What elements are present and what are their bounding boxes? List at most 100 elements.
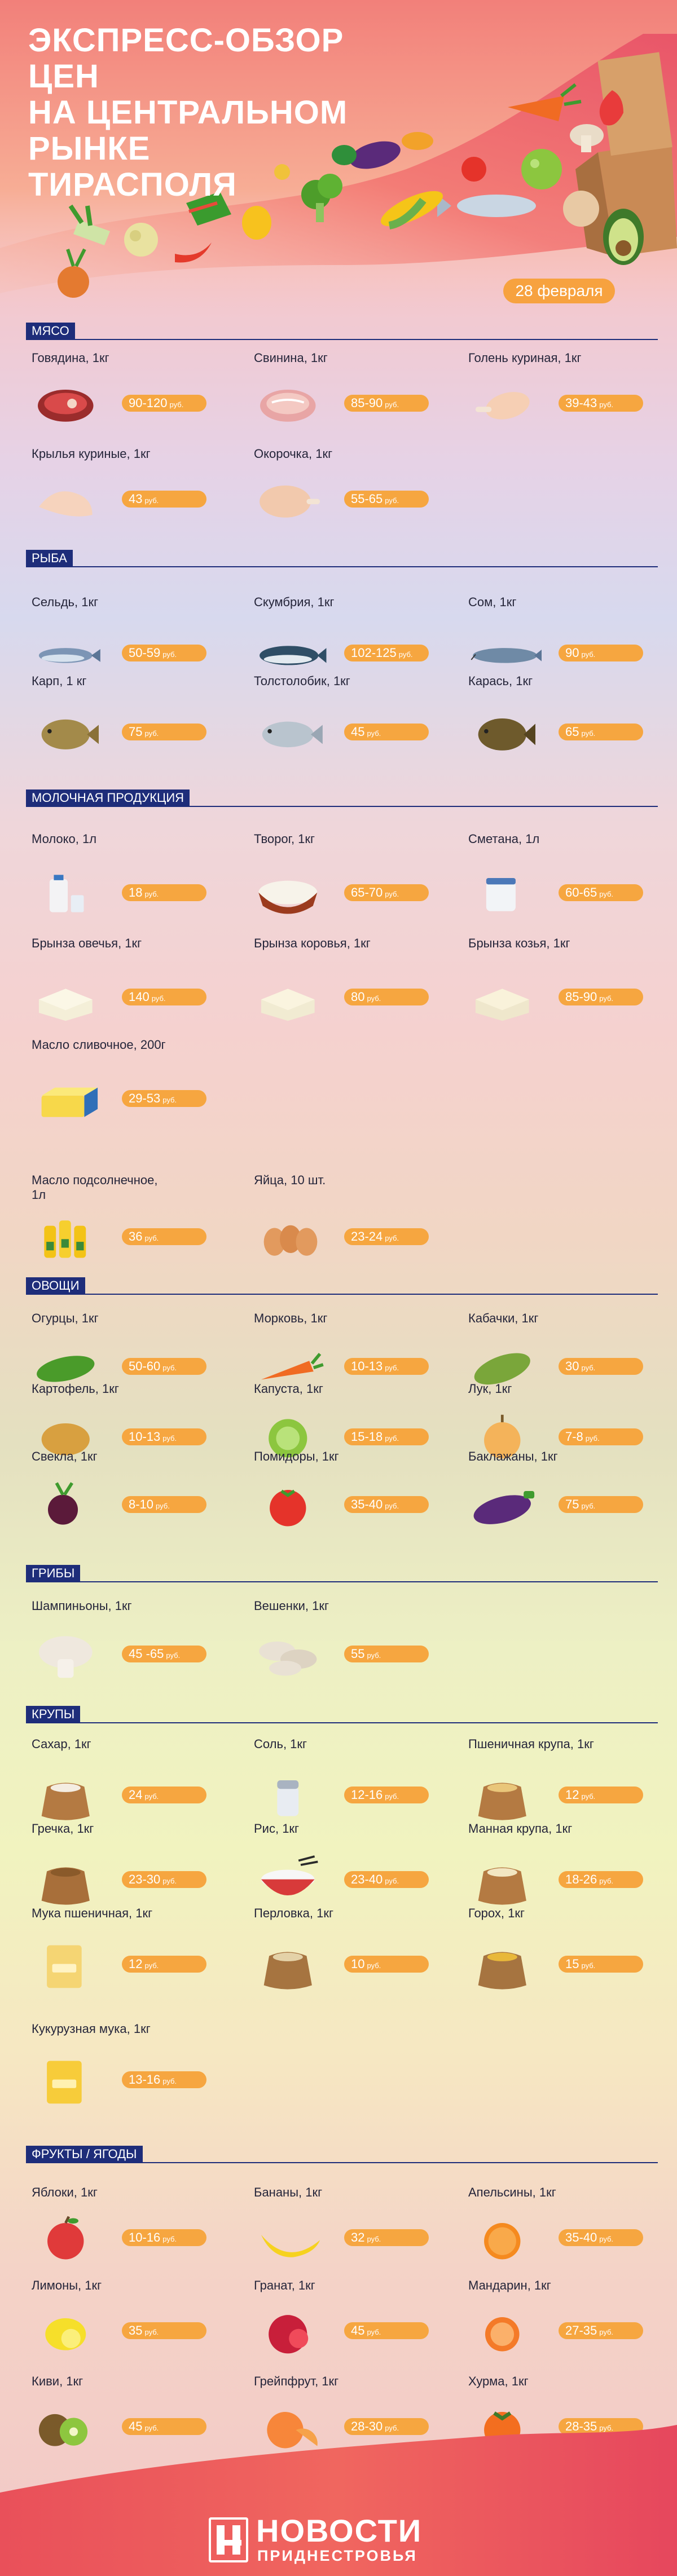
price-pill: 13-16 руб. (122, 2071, 206, 2088)
product-name: Картофель, 1кг (32, 1382, 119, 1396)
title-line-3: ТИРАСПОЛЯ (28, 166, 237, 203)
price-pill: 90 руб. (559, 645, 643, 661)
product-name: Молоко, 1л (32, 832, 97, 846)
product-name: Хурма, 1кг (468, 2374, 529, 2388)
price-pill: 24 руб. (122, 1787, 206, 1803)
tomato-icon (270, 1489, 306, 1527)
price-value: 90-120 (129, 396, 168, 410)
price-item: Рис, 1кг 23-40 руб. (248, 1821, 429, 1906)
price-item: Грейпфрут, 1кг 28-30 руб. (248, 2374, 429, 2459)
product-name: Творог, 1кг (254, 832, 315, 846)
price-value: 50-59 (129, 646, 161, 660)
section-title: РЫБА (26, 550, 73, 567)
price-value: 23-30 (129, 1872, 161, 1886)
sunflower-oil-icon (44, 1220, 86, 1258)
rice-bowl-icon (261, 1855, 318, 1896)
price-pill: 102-125 руб. (344, 645, 429, 661)
price-item: Кукурузная мука, 1кг 13-16 руб. (26, 2022, 206, 2106)
mackerel-icon (260, 646, 327, 665)
price-pill: 50-59 руб. (122, 645, 206, 661)
product-name: Карп, 1 кг (32, 674, 87, 688)
price-item: Лук, 1кг 7-8 руб. (463, 1382, 643, 1466)
price-pill: 35-40 руб. (344, 1496, 429, 1513)
product-name: Гречка, 1кг (32, 1821, 94, 1836)
section-divider (26, 1294, 658, 1295)
price-value: 30 (565, 1359, 579, 1373)
price-item: Апельсины, 1кг 35-40 руб. (463, 2185, 643, 2270)
silver-carp-icon (262, 721, 323, 748)
onion-icon (484, 1414, 521, 1459)
price-pill: 12 руб. (559, 1787, 643, 1803)
price-item: Окорочка, 1кг 55-65 руб. (248, 447, 429, 531)
price-pill: 36 руб. (122, 1228, 206, 1245)
price-pill: 15-18 руб. (344, 1428, 429, 1445)
currency-label: руб. (367, 994, 381, 1003)
price-value: 35-40 (351, 1497, 383, 1511)
price-value: 55-65 (351, 492, 383, 506)
mushroom-icon (570, 124, 604, 152)
cauliflower-icon (124, 223, 158, 257)
price-item: Яйца, 10 шт. 23-24 руб. (248, 1173, 429, 1258)
sugar-sack-icon (41, 1783, 90, 1820)
currency-label: руб. (144, 2424, 159, 2432)
price-value: 24 (129, 1788, 143, 1802)
price-value: 85-90 (565, 990, 597, 1004)
price-value: 23-24 (351, 1229, 383, 1243)
product-name: Капуста, 1кг (254, 1382, 323, 1396)
banana-icon (261, 2234, 320, 2257)
price-value: 12 (129, 1957, 143, 1971)
price-item: Перловка, 1кг 10 руб. (248, 1906, 429, 1991)
price-value: 50-60 (129, 1359, 161, 1373)
price-pill: 10-13 руб. (344, 1358, 429, 1375)
hero-banner: ЭКСПРЕСС-ОБЗОР ЦЕН НА ЦЕНТРАЛЬНОМ РЫНКЕ … (0, 0, 677, 316)
barley-icon (263, 1952, 312, 1990)
price-value: 18 (129, 885, 143, 899)
price-value: 75 (129, 725, 143, 739)
product-name: Морковь, 1кг (254, 1311, 328, 1325)
price-value: 60-65 (565, 885, 597, 899)
price-value: 13-16 (129, 2072, 161, 2087)
price-pill: 27-35 руб. (559, 2322, 643, 2339)
currency-label: руб. (367, 2328, 381, 2336)
product-name: Огурцы, 1кг (32, 1311, 99, 1325)
price-value: 12-16 (351, 1788, 383, 1802)
product-name: Киви, 1кг (32, 2374, 83, 2388)
price-item: Мандарин, 1кг 27-35 руб. (463, 2278, 643, 2363)
section-divider (26, 566, 658, 567)
price-value: 28-35 (565, 2419, 597, 2433)
price-value: 45 (129, 2419, 143, 2433)
price-pill: 140 руб. (122, 989, 206, 1005)
price-pill: 18-26 руб. (559, 1871, 643, 1888)
currency-label: руб. (385, 496, 399, 505)
tangerine-icon (485, 2317, 520, 2352)
currency-label: руб. (599, 400, 614, 409)
price-item: Говядина, 1кг 90-120 руб. (26, 351, 206, 435)
price-pill: 28-35 руб. (559, 2418, 643, 2435)
currency-label: руб. (599, 2424, 614, 2432)
currency-label: руб. (585, 1434, 600, 1443)
currency-label: руб. (385, 1364, 399, 1372)
herring-icon (38, 648, 100, 663)
price-item: Пшеничная крупа, 1кг 12 руб. (463, 1737, 643, 1821)
section-divider (26, 1722, 658, 1723)
currency-label: руб. (162, 2077, 177, 2085)
price-item: Помидоры, 1кг 35-40 руб. (248, 1449, 429, 1534)
price-value: 10-13 (351, 1359, 383, 1373)
product-name: Помидоры, 1кг (254, 1449, 339, 1463)
price-value: 23-40 (351, 1872, 383, 1886)
logo-line-2: ПРИДНЕСТРОВЬЯ (257, 2547, 417, 2564)
product-name: Кукурузная мука, 1кг (32, 2022, 151, 2036)
product-name: Яблоки, 1кг (32, 2185, 98, 2199)
product-name: Грейпфрут, 1кг (254, 2374, 339, 2388)
currency-label: руб. (385, 1234, 399, 1242)
currency-label: руб. (581, 1502, 596, 1510)
price-value: 35 (129, 2323, 143, 2337)
green-pepper-icon (332, 145, 357, 165)
price-item: Хурма, 1кг 28-35 руб. (463, 2374, 643, 2459)
currency-label: руб. (162, 2235, 177, 2243)
currency-label: руб. (162, 650, 177, 659)
chicken-drumstick-icon (475, 392, 530, 420)
price-item: Масло подсолнечное, 1л 36 руб. (26, 1173, 206, 1258)
price-pill: 55 руб. (344, 1646, 429, 1662)
